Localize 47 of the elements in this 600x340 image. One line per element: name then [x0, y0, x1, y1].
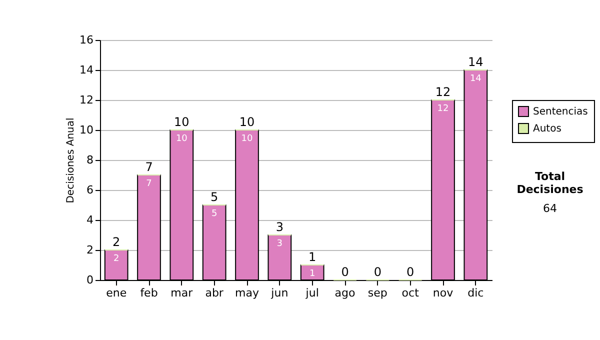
x-tick-label: jun: [270, 286, 288, 300]
data-label: 14: [470, 74, 482, 84]
total-label: 0: [374, 265, 382, 279]
x-tick-label: sep: [368, 286, 388, 300]
x-tick-label: ene: [106, 286, 127, 300]
text: Total Decisiones: [516, 170, 584, 196]
x-tick-label: may: [235, 286, 260, 300]
legend-label: Sentencias: [533, 106, 588, 118]
total-label: 12: [435, 85, 451, 99]
x-tick-label: ago: [334, 286, 356, 300]
y-tick-label: 10: [80, 124, 94, 136]
x-tick-label: feb: [140, 286, 158, 300]
y-tick-label: 4: [86, 214, 94, 226]
x-tick-label: abr: [205, 286, 224, 300]
y-tick-label: 6: [86, 184, 94, 196]
total-label: 0: [406, 265, 414, 279]
x-tick-label: nov: [432, 286, 454, 300]
y-tick-label: 0: [86, 274, 94, 286]
total-label: 5: [210, 190, 218, 204]
x-tick-label: jul: [304, 286, 319, 300]
data-label: 5: [211, 209, 218, 219]
total-label: 3: [276, 220, 284, 234]
total-label: 2: [112, 235, 120, 249]
data-label: 2: [113, 254, 120, 264]
data-label: 1: [309, 269, 316, 279]
data-label: 10: [241, 134, 253, 144]
y-tick-label: 12: [80, 94, 94, 106]
y-axis-title: Decisiones Anual: [66, 118, 77, 204]
x-tick-label: oct: [402, 286, 420, 300]
data-label: 10: [176, 134, 188, 144]
y-tick-label: 16: [80, 34, 94, 46]
data-label: 3: [276, 239, 283, 249]
y-tick-label: 8: [86, 154, 94, 166]
total-label: 10: [174, 115, 190, 129]
text: 64: [542, 202, 558, 215]
y-tick-label: 14: [80, 64, 94, 76]
total-label: 14: [468, 55, 484, 69]
y-tick-label: 2: [86, 244, 94, 256]
total-label: 10: [239, 115, 255, 129]
x-tick-label: mar: [170, 286, 194, 300]
total-label: 0: [341, 265, 349, 279]
data-label: 7: [146, 179, 152, 189]
total-label: 1: [308, 250, 316, 264]
data-label: 12: [437, 104, 449, 114]
total-label: 7: [145, 160, 153, 174]
legend-label: Autos: [533, 124, 562, 134]
x-tick-label: dic: [468, 286, 484, 300]
